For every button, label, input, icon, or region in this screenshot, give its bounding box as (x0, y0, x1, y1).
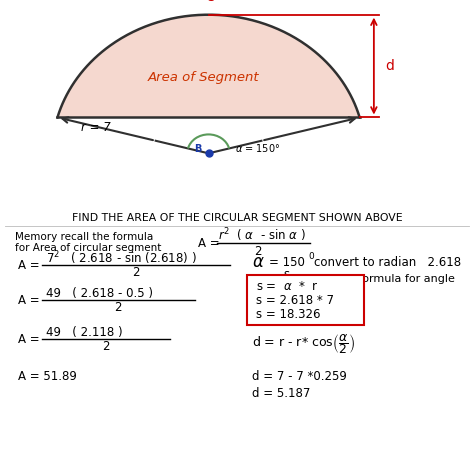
Text: r: r (283, 278, 289, 292)
Text: 2: 2 (254, 244, 262, 258)
Text: s: s (207, 0, 215, 4)
Text: B: B (194, 144, 202, 154)
Text: convert to radian   2.618: convert to radian 2.618 (314, 255, 461, 269)
Text: 0: 0 (308, 252, 314, 261)
Text: s: s (283, 268, 289, 280)
Text: $\alpha$: $\alpha$ (252, 270, 264, 288)
Text: 2: 2 (102, 339, 110, 353)
Text: d = 7 - 7 *0.259: d = 7 - 7 *0.259 (252, 370, 347, 382)
Text: d = 5.187: d = 5.187 (252, 387, 310, 399)
Text: d: d (386, 59, 394, 73)
Text: FIND THE AREA OF THE CIRCULAR SEGMENT SHOWN ABOVE: FIND THE AREA OF THE CIRCULAR SEGMENT SH… (72, 213, 402, 223)
Polygon shape (57, 15, 360, 118)
Text: r = 7: r = 7 (82, 121, 111, 134)
Text: d = r - r* cos$\left(\dfrac{\alpha}{2}\right)$: d = r - r* cos$\left(\dfrac{\alpha}{2}\r… (252, 332, 355, 356)
Text: A =: A = (18, 332, 40, 346)
Text: Recalling formula for angle: Recalling formula for angle (304, 274, 455, 284)
Text: 2: 2 (114, 301, 122, 313)
Text: =: = (269, 272, 280, 286)
Text: $\alpha$: $\alpha$ (252, 253, 264, 271)
Text: A = 51.89: A = 51.89 (18, 370, 77, 382)
Text: = 150: = 150 (269, 255, 305, 269)
Text: Area of Segment: Area of Segment (148, 71, 260, 84)
Text: $r^2$  ( $\alpha$  - sin $\alpha$ ): $r^2$ ( $\alpha$ - sin $\alpha$ ) (218, 226, 306, 244)
Text: $\alpha$ = 150°: $\alpha$ = 150° (235, 142, 280, 154)
Text: s =  $\alpha$  *  r: s = $\alpha$ * r (256, 279, 319, 293)
Text: A =: A = (198, 236, 219, 250)
Text: Memory recall the formula: Memory recall the formula (15, 232, 153, 242)
Text: A =: A = (18, 259, 40, 271)
Text: for Area of circular segment: for Area of circular segment (15, 243, 161, 253)
Text: 49   ( 2.618 - 0.5 ): 49 ( 2.618 - 0.5 ) (46, 287, 153, 300)
FancyBboxPatch shape (247, 275, 364, 325)
Text: A =: A = (18, 294, 40, 306)
Text: 2: 2 (132, 266, 140, 278)
Text: s = 2.618 * 7: s = 2.618 * 7 (256, 294, 334, 306)
Text: s = 18.326: s = 18.326 (256, 308, 320, 320)
Text: 49   ( 2.118 ): 49 ( 2.118 ) (46, 326, 123, 338)
Text: $7^2$   ( 2.618 - sin (2.618) ): $7^2$ ( 2.618 - sin (2.618) ) (46, 249, 197, 267)
